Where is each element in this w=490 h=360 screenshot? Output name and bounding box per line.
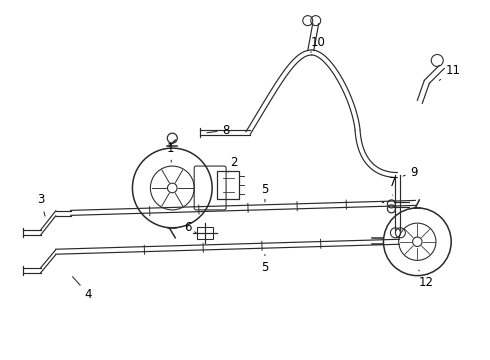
Text: 10: 10 xyxy=(310,36,325,53)
Text: 12: 12 xyxy=(419,270,434,289)
Text: 1: 1 xyxy=(167,141,174,162)
Text: 5: 5 xyxy=(261,255,269,274)
Text: 7: 7 xyxy=(389,176,396,195)
Text: 4: 4 xyxy=(73,277,92,301)
Bar xyxy=(197,227,213,239)
Text: 8: 8 xyxy=(207,124,230,137)
Text: 5: 5 xyxy=(261,184,269,202)
Text: 9: 9 xyxy=(403,166,418,179)
Bar xyxy=(217,171,239,199)
Text: 3: 3 xyxy=(37,193,45,216)
Text: 6: 6 xyxy=(184,221,196,234)
Text: 2: 2 xyxy=(228,156,238,172)
Text: 11: 11 xyxy=(439,64,461,80)
